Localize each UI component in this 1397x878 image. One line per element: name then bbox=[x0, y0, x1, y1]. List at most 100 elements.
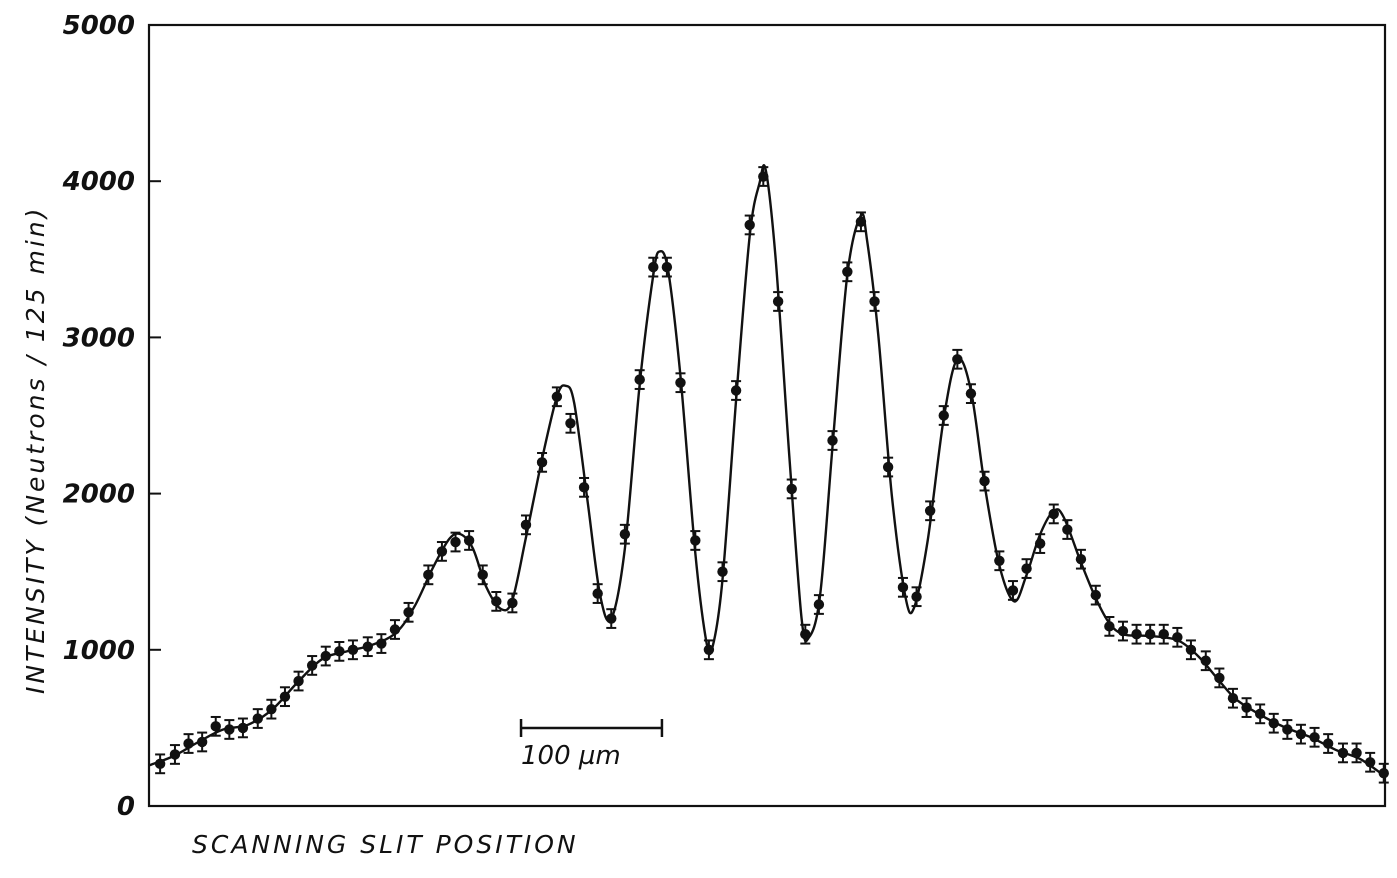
point-marker bbox=[347, 644, 359, 655]
point-marker bbox=[210, 721, 221, 732]
point-marker bbox=[813, 599, 825, 610]
point-marker bbox=[507, 597, 518, 609]
data-point bbox=[1337, 742, 1349, 764]
data-point bbox=[1117, 620, 1129, 642]
data-point bbox=[306, 655, 318, 676]
data-point bbox=[347, 639, 359, 661]
data-point bbox=[536, 451, 548, 473]
data-point bbox=[1172, 626, 1183, 648]
data-point bbox=[690, 530, 701, 551]
point-marker bbox=[1117, 625, 1129, 637]
point-marker bbox=[1241, 702, 1252, 713]
y-tick-label: 3000 bbox=[63, 323, 135, 353]
point-marker bbox=[744, 219, 755, 231]
point-marker bbox=[911, 591, 922, 602]
point-marker bbox=[1048, 508, 1059, 520]
data-point bbox=[362, 636, 373, 658]
plot-frame bbox=[147, 23, 1387, 808]
y-axis-title: INTENSITY (Neutrons / 125 min) bbox=[21, 206, 50, 694]
data-point bbox=[520, 514, 532, 536]
data-point bbox=[403, 601, 414, 623]
point-marker bbox=[362, 641, 373, 652]
point-marker bbox=[965, 388, 977, 399]
fit-curve-layer bbox=[148, 164, 1386, 778]
point-marker bbox=[423, 569, 434, 581]
data-point bbox=[1227, 687, 1239, 709]
point-marker bbox=[703, 644, 715, 655]
point-marker bbox=[293, 675, 304, 687]
data-point bbox=[423, 564, 434, 586]
point-marker bbox=[536, 457, 548, 468]
data-point bbox=[606, 608, 617, 629]
data-point bbox=[1214, 667, 1225, 689]
point-marker bbox=[1378, 767, 1389, 779]
data-point bbox=[279, 686, 291, 708]
data-point bbox=[1364, 751, 1376, 773]
data-point bbox=[578, 476, 590, 498]
point-marker bbox=[520, 519, 532, 531]
data-point bbox=[1131, 623, 1142, 645]
point-marker bbox=[606, 613, 617, 624]
point-marker bbox=[842, 266, 853, 277]
point-marker bbox=[1351, 747, 1362, 759]
point-marker bbox=[1185, 644, 1197, 655]
data-point bbox=[1241, 697, 1252, 718]
data-point bbox=[758, 166, 769, 187]
y-axis-ticks: 0 1000 2000 3000 4000 5000 bbox=[62, 11, 161, 822]
point-marker bbox=[169, 749, 181, 760]
data-point bbox=[634, 369, 645, 390]
data-point bbox=[827, 430, 838, 451]
data-point bbox=[252, 708, 263, 729]
point-marker bbox=[786, 483, 797, 495]
y-tick-label: 0 bbox=[117, 792, 135, 822]
point-marker bbox=[1075, 554, 1087, 565]
point-marker bbox=[266, 703, 277, 715]
point-marker bbox=[1364, 757, 1376, 768]
point-marker bbox=[1282, 724, 1293, 735]
point-marker bbox=[578, 482, 590, 493]
data-point bbox=[703, 639, 715, 661]
data-point bbox=[1200, 650, 1211, 672]
data-point bbox=[772, 291, 784, 312]
data-point bbox=[717, 561, 728, 583]
point-marker bbox=[1200, 655, 1211, 666]
fit-curve bbox=[148, 164, 1386, 778]
point-marker bbox=[306, 660, 318, 671]
data-point bbox=[224, 719, 235, 740]
point-marker bbox=[450, 536, 461, 548]
point-marker bbox=[855, 216, 867, 228]
data-point bbox=[210, 715, 221, 737]
data-point bbox=[1378, 762, 1389, 784]
y-tick-label: 2000 bbox=[63, 480, 135, 510]
data-point bbox=[450, 531, 461, 553]
data-point bbox=[938, 405, 949, 426]
point-marker bbox=[882, 461, 894, 473]
point-marker bbox=[279, 691, 291, 702]
y-tick-label: 1000 bbox=[63, 636, 135, 666]
data-point bbox=[869, 291, 880, 312]
point-marker bbox=[1172, 632, 1183, 643]
point-marker bbox=[592, 588, 603, 599]
data-point bbox=[592, 583, 603, 604]
data-point bbox=[800, 623, 811, 645]
data-point bbox=[648, 256, 659, 278]
point-marker bbox=[1158, 628, 1169, 640]
data-point bbox=[477, 564, 488, 586]
point-marker bbox=[938, 410, 949, 421]
point-marker bbox=[1322, 738, 1334, 749]
data-point bbox=[1268, 712, 1279, 734]
data-point bbox=[994, 550, 1005, 572]
data-point bbox=[813, 594, 825, 615]
data-point bbox=[744, 214, 755, 236]
data-point bbox=[491, 591, 502, 612]
point-marker bbox=[924, 505, 936, 516]
point-marker bbox=[1131, 628, 1142, 640]
point-marker bbox=[758, 171, 769, 182]
point-marker bbox=[897, 582, 909, 593]
point-marker bbox=[1007, 585, 1019, 596]
data-point bbox=[1295, 723, 1307, 745]
y-tick-label: 4000 bbox=[62, 167, 135, 197]
point-marker bbox=[1062, 524, 1073, 535]
point-marker bbox=[675, 377, 686, 388]
